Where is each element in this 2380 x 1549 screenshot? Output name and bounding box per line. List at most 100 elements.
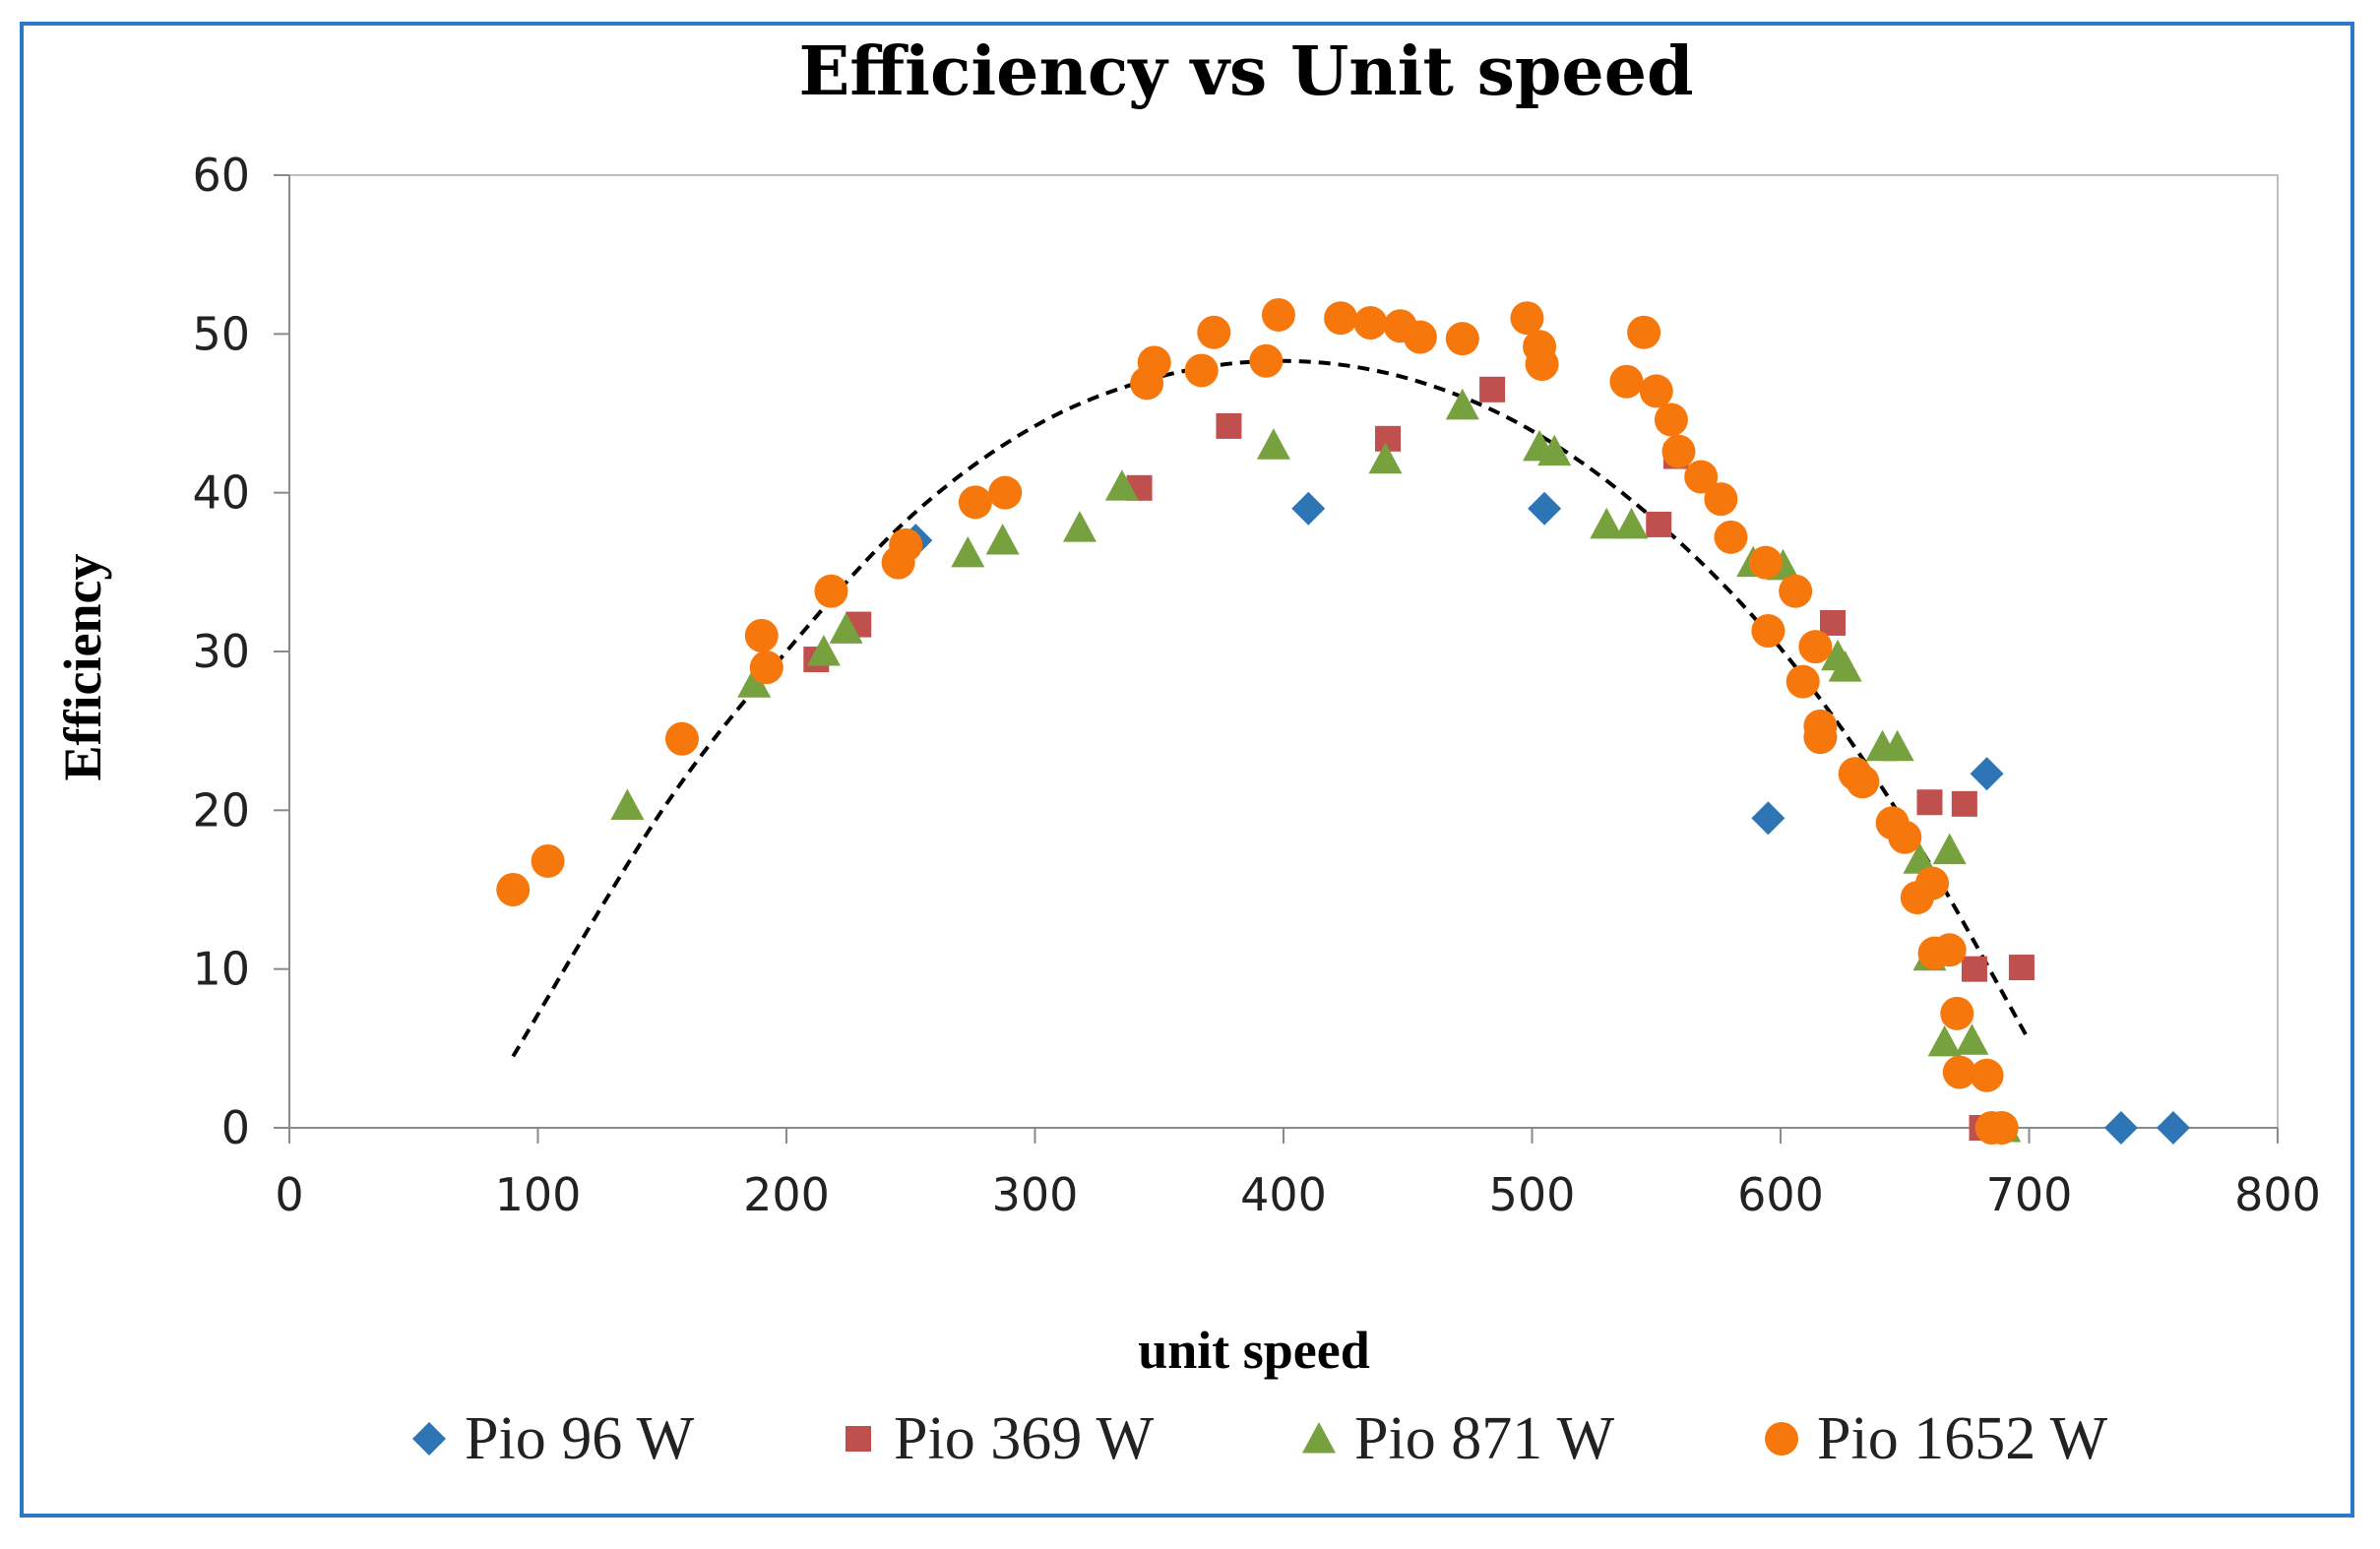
legend-marker-diamond [412,1422,446,1456]
data-point-triangle [951,535,985,568]
data-point-circle [1639,374,1673,408]
legend: Pio 96 W Pio 369 W Pio 871 W Pio 1652 W [412,1405,2108,1472]
data-point-diamond [1291,491,1326,526]
data-point-circle [1261,297,1295,332]
data-point-circle [1888,820,1922,854]
y-axis: 0 10 20 30 40 50 60 [192,149,290,1154]
data-point-circle [1779,574,1813,608]
trendline-path [511,358,2032,1058]
x-tick-label: 700 [1986,1168,2073,1221]
y-tick-label: 20 [192,783,250,836]
legend-label: Pio 96 W [465,1405,695,1472]
series-pio-96-w [899,491,2190,1145]
data-point-circle [1249,343,1284,378]
data-points [496,297,2190,1145]
data-point-triangle [1368,442,1403,474]
data-point-diamond [2103,1111,2138,1145]
data-point-circle [1627,315,1661,349]
data-point-circle [1403,320,1437,354]
legend-label: Pio 1652 W [1817,1405,2108,1472]
data-point-circle [1197,315,1231,349]
data-point-circle [988,475,1023,510]
data-point-triangle [1590,507,1624,539]
data-point-circle [1324,301,1358,336]
data-point-circle [1803,720,1838,755]
x-axis-label: unit speed [1138,1321,1370,1380]
x-axis: 0 100 200 300 400 500 600 700 800 [275,1127,2321,1221]
legend-marker-circle [1765,1422,1798,1456]
data-point-square [2008,955,2035,981]
data-point-triangle [1104,469,1139,501]
legend-item-pio-96w: Pio 96 W [412,1405,695,1472]
data-point-triangle [1614,507,1649,539]
data-point-circle [1184,353,1219,388]
data-point-circle [1942,1055,1976,1089]
data-point-circle [1661,434,1696,468]
scatter-chart: Efficiency vs Unit speed 0 10 20 30 40 50 60 0… [53,32,2321,1472]
data-point-circle [1510,301,1544,336]
data-point-circle [1932,933,1967,967]
data-point-triangle [1537,434,1572,466]
data-point-triangle [610,788,645,820]
legend-item-pio-871w: Pio 871 W [1302,1405,1615,1472]
x-tick-label: 0 [275,1168,303,1221]
data-point-triangle [737,666,772,698]
data-point-circle [1714,520,1748,554]
data-point-circle [1654,403,1688,437]
y-tick-label: 30 [192,625,250,678]
data-point-square [1479,376,1506,403]
legend-item-pio-1652w: Pio 1652 W [1765,1405,2108,1472]
data-point-square [1216,412,1242,439]
x-tick-label: 100 [495,1168,582,1221]
data-point-circle [1353,306,1388,341]
legend-label: Pio 369 W [894,1405,1155,1472]
data-point-circle [531,843,565,878]
data-point-diamond [1751,801,1785,836]
data-point-circle [1445,322,1479,356]
data-point-circle [744,618,779,652]
data-point-triangle [1062,511,1096,542]
x-tick-label: 300 [992,1168,1079,1221]
data-point-triangle [1445,388,1479,420]
data-point-diamond [1970,757,2004,791]
legend-marker-triangle [1302,1422,1336,1454]
data-point-circle [496,873,531,906]
y-tick-label: 50 [192,307,250,360]
data-point-circle [1940,996,1974,1030]
data-point-circle [1970,1058,2004,1092]
y-tick-label: 60 [192,149,250,202]
x-tick-label: 200 [743,1168,830,1221]
chart-frame: Efficiency vs Unit speed 0 10 20 30 40 50 60 0… [20,22,2354,1518]
data-point-circle [1751,614,1785,649]
data-point-circle [814,574,848,608]
data-point-triangle [1932,833,1967,865]
series-pio-1652-w [496,297,2019,1145]
y-tick-label: 40 [192,466,250,520]
chart-title: Efficiency vs Unit speed [798,32,1693,111]
x-tick-label: 600 [1737,1168,1824,1221]
legend-swatch-shape [846,1426,871,1452]
data-point-triangle [806,635,841,666]
data-point-triangle [1828,651,1862,682]
legend-swatch-shape [412,1422,446,1456]
data-point-circle [1609,364,1644,399]
data-point-triangle [985,524,1020,555]
data-point-triangle [1256,428,1290,460]
data-point-triangle [1880,729,1914,762]
data-point-circle [1748,545,1783,580]
data-point-diamond [1528,491,1562,526]
legend-marker-square [846,1426,871,1452]
data-point-triangle [1955,1023,1989,1055]
data-point-circle [1684,460,1719,494]
data-point-triangle [829,612,863,644]
data-point-circle [1798,630,1833,664]
data-point-triangle [1927,1024,1962,1057]
y-tick-label: 10 [192,943,250,996]
y-tick-label: 0 [221,1101,250,1154]
trendline [511,358,2032,1058]
x-tick-label: 800 [2234,1168,2321,1221]
data-point-circle [1525,346,1559,381]
data-point-square [1646,511,1672,537]
data-point-diamond [2156,1111,2190,1145]
x-tick-label: 400 [1240,1168,1327,1221]
